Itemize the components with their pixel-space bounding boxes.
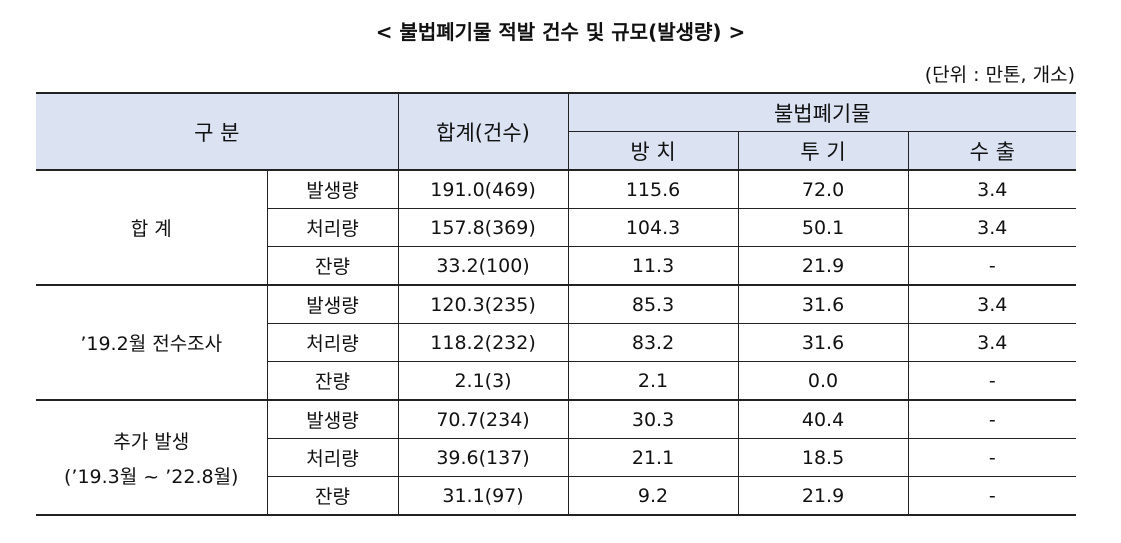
cell: 잔량 xyxy=(267,476,399,516)
cell: 39.6(137) xyxy=(397,438,569,477)
cell: 31.6 xyxy=(737,323,909,362)
cell: 9.2 xyxy=(567,476,739,516)
cell: 31.6 xyxy=(737,284,909,324)
header-cell: 투 기 xyxy=(737,131,909,171)
cell: 40.4 xyxy=(737,399,909,439)
cell: 0.0 xyxy=(737,361,909,401)
cell: 21.9 xyxy=(737,246,909,286)
cell: 118.2(232) xyxy=(397,323,569,362)
cell: 11.3 xyxy=(567,246,739,286)
cell: 3.4 xyxy=(907,323,1077,362)
group-label: 추가 발생 (’19.3월 ~ ’22.8월) xyxy=(36,399,268,516)
cell: 70.7(234) xyxy=(397,399,569,439)
cell: 처리량 xyxy=(267,208,399,247)
cell: 72.0 xyxy=(737,169,909,209)
group-label-line: 추가 발생 xyxy=(113,430,190,453)
group-label-line: (’19.3월 ~ ’22.8월) xyxy=(64,465,239,488)
cell: 발생량 xyxy=(266,284,399,324)
group-label-line: 합 계 xyxy=(130,218,172,240)
cell: 21.1 xyxy=(567,438,739,477)
table-row: 잔량 33.2(100) 11.3 21.9- xyxy=(36,246,1077,286)
table-row: 처리량 39.6(137) 21.1 18.5- xyxy=(36,438,1077,477)
header-cell: 합계(건수) xyxy=(397,92,569,171)
cell: 2.1(3) xyxy=(397,361,569,401)
cell: 33.2(100) xyxy=(397,246,569,286)
cell: 발생량 xyxy=(266,399,399,439)
cell: 31.1(97) xyxy=(397,476,569,516)
header-cell: 방 치 xyxy=(568,131,739,171)
header-cell: 수 출 xyxy=(907,131,1077,171)
header-cell: 불법폐기물 xyxy=(567,92,1077,132)
cell: 잔량 xyxy=(267,246,399,286)
cell: 191.0(469) xyxy=(397,169,569,209)
cell: 21.9 xyxy=(737,476,909,516)
table-row: 추가 발생 (’19.3월 ~ ’22.8월) 발생량 70.7(234) 30.3 40… xyxy=(36,399,1077,516)
table-row: 합 계 발생량 191.0(469) 115.6 72.0 3.4 xyxy=(36,169,1077,286)
group-label-line: ’19.2월 전수조사 xyxy=(80,333,223,355)
cell: - xyxy=(907,476,1077,516)
cell: 85.3 xyxy=(567,284,739,324)
cell: 3.4 xyxy=(907,169,1077,209)
cell: 3.4 xyxy=(907,284,1077,324)
table-row: 처리량 118.2(232) 83.2 31.6 3.4 xyxy=(36,323,1077,362)
cell: - xyxy=(907,438,1077,477)
cell: 18.5 xyxy=(737,438,909,477)
unit-note: (단위 : 만톤, 개소) xyxy=(924,64,1075,86)
title: < 불법폐기물 적발 건수 및 규모(발생량) > xyxy=(375,20,746,44)
cell: 115.6 xyxy=(567,169,739,209)
cell: 2.1 xyxy=(567,361,739,401)
cell: 발생량 xyxy=(266,169,399,209)
table-row: 처리량 157.8(369) 104.3 50.1 3.4 xyxy=(36,208,1077,247)
cell: 처리량 xyxy=(267,323,399,362)
group-label: ’19.2월 전수조사 xyxy=(36,284,268,401)
cell: 120.3(235) xyxy=(397,284,569,324)
header-cell: 구 분 xyxy=(36,92,399,171)
table-row: ’19.2월 전수조사 발생량 120.3(235) 85.3 31.6 3.4 xyxy=(36,284,1077,401)
cell: - xyxy=(907,246,1077,286)
cell: 83.2 xyxy=(567,323,739,362)
table-row: 잔량 2.1(3) 2.1 0.0- xyxy=(36,361,1077,401)
table-row: 잔량 31.1(97) 9.2 21.9- xyxy=(36,476,1077,516)
cell: - xyxy=(907,361,1077,401)
cell: 잔량 xyxy=(267,361,399,401)
cell: 처리량 xyxy=(267,438,399,477)
cell: 3.4 xyxy=(907,208,1077,247)
cell: - xyxy=(907,399,1077,439)
cell: 104.3 xyxy=(567,208,739,247)
cell: 157.8(369) xyxy=(397,208,569,247)
cell: 50.1 xyxy=(737,208,909,247)
group-label: 합 계 xyxy=(36,169,268,286)
cell: 30.3 xyxy=(567,399,739,439)
